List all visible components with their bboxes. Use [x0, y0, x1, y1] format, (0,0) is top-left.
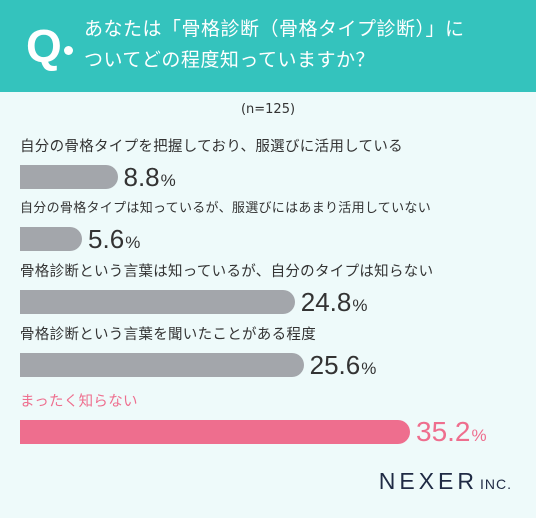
value-number: 5.6	[88, 224, 125, 254]
value-unit: %	[361, 359, 377, 378]
value-label: 24.8%	[301, 288, 368, 316]
value-unit: %	[471, 426, 487, 445]
value-number: 25.6	[309, 350, 361, 380]
category-label: 自分の骨格タイプは知っているが、服選びにはあまり活用していない	[20, 201, 432, 216]
q-mark: Q	[26, 20, 62, 72]
category-label: 骨格診断という言葉を聞いたことがある程度	[20, 327, 316, 343]
bar	[20, 420, 410, 444]
category-label: 自分の骨格タイプを把握しており、服選びに活用している	[20, 139, 403, 155]
bar	[20, 290, 295, 314]
value-label: 8.8%	[124, 163, 176, 191]
value-number: 24.8	[300, 287, 352, 317]
sample-size-note: (n=125)	[240, 102, 296, 117]
value-number: 35.2	[416, 416, 471, 447]
value-label: 5.6%	[88, 225, 140, 253]
value-label: 35.2%	[416, 418, 487, 446]
bar	[20, 353, 304, 377]
nexer-logo: NEXER INC.	[379, 468, 512, 495]
logo-suffix: INC.	[480, 476, 512, 492]
question-text: あなたは「骨格診断（骨格タイプ診断）」に ついてどの程度知っていますか？	[84, 14, 524, 76]
value-unit: %	[352, 296, 368, 315]
value-label: 25.6%	[310, 351, 377, 379]
category-label: 骨格診断という言葉は知っているが、自分のタイプは知らない	[20, 264, 434, 280]
logo-brand: NEXER	[378, 468, 478, 494]
question-line-2: ついてどの程度知っていますか？	[84, 49, 375, 71]
value-unit: %	[125, 233, 141, 252]
q-dot-icon	[64, 46, 73, 55]
question-header: Q あなたは「骨格診断（骨格タイプ診断）」に ついてどの程度知っていますか？	[0, 0, 536, 92]
category-label: まったく知らない	[20, 394, 138, 410]
value-unit: %	[160, 171, 176, 190]
bar	[20, 227, 83, 251]
question-line-1: あなたは「骨格診断（骨格タイプ診断）」に	[84, 18, 465, 40]
bar	[20, 165, 118, 189]
value-number: 8.8	[123, 162, 160, 192]
